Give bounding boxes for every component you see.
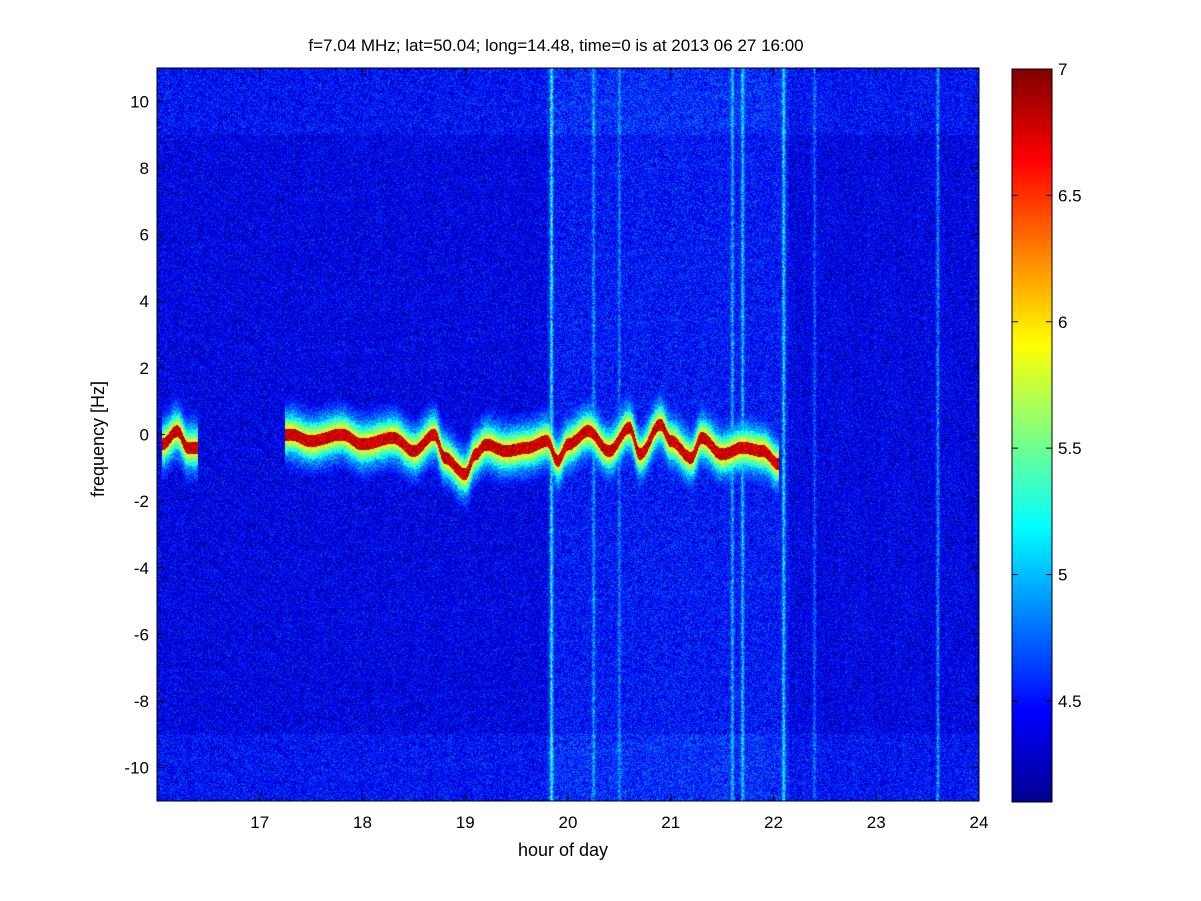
y-tick-label: 0 (140, 426, 149, 445)
y-tick-label: 6 (140, 226, 149, 245)
colorbar-gradient (1011, 68, 1053, 803)
colorbar-tick-label: 7 (1058, 60, 1067, 79)
y-tick-label: 4 (140, 292, 149, 311)
y-tick-label: -4 (134, 559, 149, 578)
chart-title: f=7.04 MHz; lat=50.04; long=14.48, time=… (308, 36, 803, 55)
x-tick-label: 24 (970, 813, 989, 832)
colorbar-tick-label: 5.5 (1058, 439, 1082, 458)
x-tick-label: 22 (764, 813, 783, 832)
y-tick-label: 10 (130, 92, 149, 111)
colorbar-tick-label: 6.5 (1058, 186, 1082, 205)
x-tick-label: 20 (559, 813, 578, 832)
x-tick-label: 18 (353, 813, 372, 832)
x-tick-label: 21 (661, 813, 680, 832)
y-axis: 10 8 6 4 2 0 -2 -4 -6 -8 -10 (124, 92, 979, 778)
x-tick-label: 19 (456, 813, 475, 832)
colorbar-tick-label: 5 (1058, 566, 1067, 585)
x-tick-label: 23 (867, 813, 886, 832)
y-tick-label: 8 (140, 159, 149, 178)
heatmap-image (157, 68, 979, 801)
y-tick-label: -8 (134, 692, 149, 711)
x-tick-label: 17 (250, 813, 269, 832)
y-tick-label: -2 (134, 492, 149, 511)
colorbar: 7 6.5 6 5.5 5 4.5 (1011, 60, 1082, 803)
y-tick-label: -10 (124, 759, 149, 778)
x-axis-label: hour of day (518, 840, 608, 860)
y-tick-label: 2 (140, 359, 149, 378)
x-axis: 17 18 19 20 21 22 23 24 (250, 68, 988, 832)
y-axis-label: frequency [Hz] (88, 381, 108, 497)
colorbar-tick-label: 4.5 (1058, 692, 1082, 711)
colorbar-tick-label: 6 (1058, 313, 1067, 332)
y-tick-label: -6 (134, 625, 149, 644)
colorbar-ticks: 7 6.5 6 5.5 5 4.5 (1012, 60, 1082, 711)
